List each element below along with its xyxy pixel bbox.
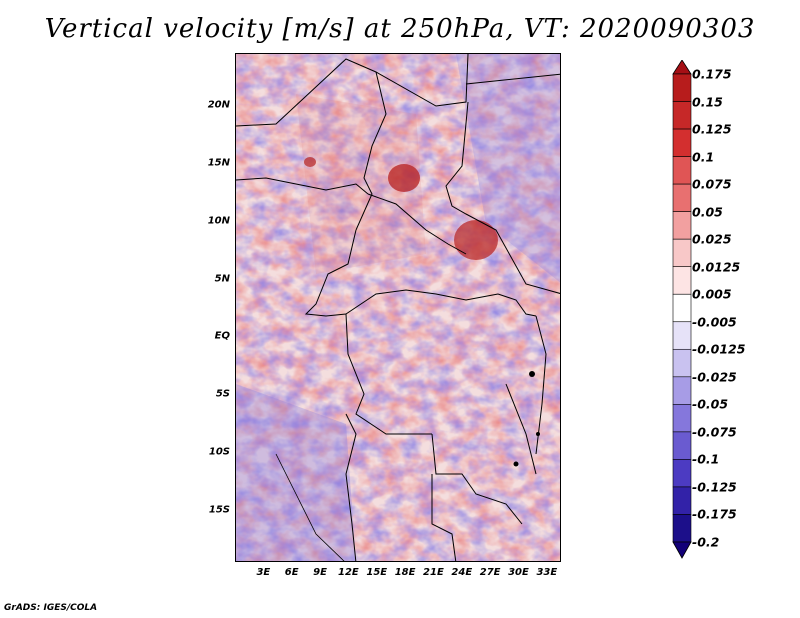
chart-title: Vertical velocity [m/s] at 250hPa, VT: 2…: [44, 14, 756, 44]
colorbar-tick-label: 0.025: [692, 231, 732, 247]
grads-credit: GrADS: IGES/COLA: [4, 603, 98, 613]
colorbar-tick-label: 0.15: [692, 94, 723, 110]
colorbar-bin: [672, 211, 692, 240]
colorbar-tick-label: -0.075: [692, 424, 737, 440]
colorbar-tick-label: -0.175: [692, 506, 737, 522]
latitude-tick-label: 5N: [214, 273, 230, 285]
colorbar-bin: [672, 238, 692, 268]
colorbar-bin: [672, 431, 692, 460]
colorbar-tick-label: -0.05: [692, 396, 729, 412]
colorbar-tick-label: 0.0125: [692, 259, 741, 275]
colorbar-tick-label: 0.1: [692, 149, 715, 165]
longitude-tick-label: 33E: [536, 567, 558, 578]
map-panel: [235, 53, 561, 562]
colorbar-tick-label: 0.125: [692, 121, 732, 137]
colorbar-tick-label: 0.075: [692, 176, 732, 192]
colorbar-bin: [672, 321, 692, 350]
latitude-tick-label: 10N: [207, 215, 230, 227]
colorbar-bin: [672, 376, 692, 405]
longitude-tick-label: 15E: [366, 567, 388, 578]
colorbar-tick-label: -0.025: [692, 369, 737, 385]
colorbar-bin: [672, 348, 692, 378]
longitude-tick-label: 21E: [423, 567, 444, 578]
colorbar-bin: [672, 101, 692, 130]
colorbar-tick-label: -0.2: [692, 534, 720, 550]
longitude-tick-label: 30E: [508, 567, 529, 578]
colorbar-max-arrow: [672, 60, 692, 75]
longitude-tick-label: 6E: [284, 567, 299, 578]
longitude-tick-label: 27E: [479, 567, 501, 578]
colorbar-bin: [672, 266, 692, 295]
longitude-tick-label: 18E: [394, 567, 416, 578]
latitude-tick-label: 5S: [215, 388, 230, 400]
longitude-tick-label: 12E: [338, 567, 359, 578]
colorbar-bin: [672, 183, 692, 212]
colorbar-bin: [672, 128, 692, 157]
colorbar-tick-label: -0.1: [692, 451, 720, 467]
colorbar-bin: [672, 459, 692, 488]
colorbar-tick-label: -0.0125: [692, 341, 746, 357]
colorbar-tick-label: -0.125: [692, 479, 737, 495]
latitude-tick-label: 15N: [207, 157, 230, 169]
colorbar: [672, 60, 692, 559]
colorbar-bin: [672, 486, 692, 515]
latitude-tick-label: 15S: [208, 504, 230, 516]
colorbar-bin: [672, 156, 692, 185]
longitude-tick-label: 24E: [451, 567, 473, 578]
latitude-tick-label: EQ: [214, 330, 230, 342]
colorbar-min-arrow: [672, 541, 692, 559]
latitude-tick-label: 10S: [208, 446, 230, 458]
colorbar-bin: [672, 404, 692, 433]
colorbar-tick-label: 0.175: [692, 66, 732, 82]
colorbar-bin: [672, 514, 692, 543]
colorbar-tick-label: 0.05: [692, 204, 723, 220]
vertical-velocity-field: [236, 54, 560, 561]
longitude-tick-label: 3E: [256, 567, 271, 578]
colorbar-bin: [672, 293, 692, 323]
colorbar-tick-label: -0.005: [692, 314, 737, 330]
longitude-tick-label: 9E: [313, 567, 327, 578]
colorbar-bin: [672, 73, 692, 102]
colorbar-tick-label: 0.005: [692, 286, 732, 302]
latitude-tick-label: 20N: [207, 99, 230, 111]
